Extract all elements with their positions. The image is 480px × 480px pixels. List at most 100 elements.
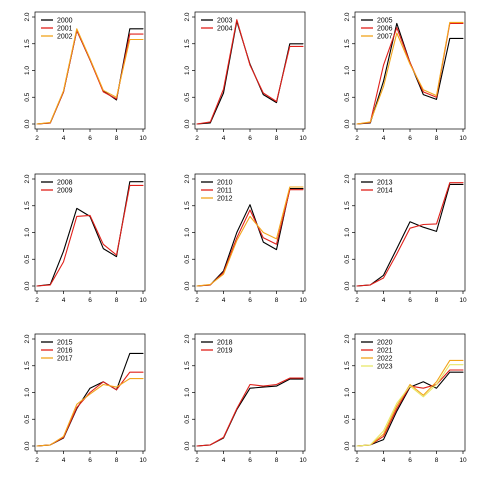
legend-label: 2007 [377,34,393,41]
y-tick-label: 1.5 [184,361,191,370]
series-line-2004 [196,19,304,125]
y-tick-label: 0.5 [184,92,191,101]
x-tick-label: 6 [88,297,92,304]
x-tick-label: 10 [139,297,147,304]
x-tick-label: 6 [248,457,252,464]
y-tick-label: 2.0 [184,334,191,343]
y-tick-label: 1.5 [184,201,191,210]
x-tick-label: 6 [408,457,412,464]
x-tick-label: 8 [115,457,119,464]
y-tick-label: 1.5 [344,361,351,370]
series-line-2018 [196,378,304,447]
x-tick-label: 10 [459,297,467,304]
legend-label: 2021 [377,348,393,355]
y-tick-label: 1.5 [344,201,351,210]
x-tick-label: 4 [382,457,386,464]
x-tick-label: 4 [222,135,226,142]
x-tick-label: 2 [35,135,39,142]
x-tick-label: 6 [248,135,252,142]
y-tick-label: 1.0 [24,66,31,75]
x-tick-label: 10 [299,135,307,142]
series-line-2017 [36,378,144,447]
y-tick-label: 1.0 [344,228,351,237]
series-line-2014 [356,182,464,287]
y-tick-label: 0.0 [344,119,351,128]
y-tick-label: 2.0 [184,12,191,21]
legend-label: 2012 [217,196,233,203]
legend-label: 2023 [377,364,393,371]
legend-label: 2006 [377,26,393,33]
x-tick-label: 2 [195,457,199,464]
series-line-2013 [356,183,464,287]
series-line-2003 [196,20,304,125]
y-tick-label: 0.5 [24,92,31,101]
legend-label: 2000 [57,18,73,25]
y-tick-label: 0.0 [184,441,191,450]
legend-label: 2009 [57,188,73,195]
series-line-2012 [196,186,304,287]
y-tick-label: 0.5 [24,414,31,423]
x-tick-label: 10 [459,135,467,142]
y-tick-label: 0.5 [344,414,351,423]
y-tick-label: 2.0 [184,174,191,183]
x-tick-label: 2 [195,297,199,304]
x-tick-label: 2 [355,135,359,142]
y-tick-label: 1.0 [184,66,191,75]
series-line-2007 [356,21,464,125]
legend-label: 2016 [57,348,73,355]
legend-label: 2013 [377,180,393,187]
series-line-2000 [36,28,144,125]
plot-frame [194,11,306,130]
y-tick-label: 1.5 [344,39,351,48]
x-tick-label: 8 [115,135,119,142]
legend-label: 2022 [377,356,393,363]
y-tick-label: 2.0 [24,12,31,21]
y-tick-label: 2.0 [344,12,351,21]
series-line-2002 [36,28,144,125]
y-tick-label: 2.0 [344,174,351,183]
legend-label: 2019 [217,348,233,355]
series-line-2021 [356,369,464,447]
legend-label: 2001 [57,26,73,33]
plot-frame [354,333,466,452]
legend-label: 2018 [217,340,233,347]
plot-frame [354,173,466,292]
y-tick-label: 1.5 [24,361,31,370]
y-tick-label: 0.0 [24,119,31,128]
series-line-2022 [356,359,464,447]
x-tick-label: 10 [299,297,307,304]
y-tick-label: 0.5 [344,254,351,263]
series-line-2020 [356,371,464,447]
y-tick-label: 1.0 [24,228,31,237]
y-tick-label: 0.5 [344,92,351,101]
series-line-2010 [196,188,304,287]
y-tick-label: 0.0 [184,281,191,290]
y-tick-label: 0.0 [24,441,31,450]
y-tick-label: 1.0 [344,388,351,397]
series-line-2019 [196,377,304,447]
y-tick-label: 0.5 [24,254,31,263]
legend-label: 2017 [57,356,73,363]
x-tick-label: 8 [435,135,439,142]
x-tick-label: 8 [115,297,119,304]
y-tick-label: 2.0 [24,334,31,343]
y-tick-label: 0.0 [24,281,31,290]
legend-label: 2010 [217,180,233,187]
legend-label: 2011 [217,188,232,195]
y-tick-label: 1.0 [184,388,191,397]
y-tick-label: 0.0 [184,119,191,128]
series-line-2016 [36,371,144,447]
x-tick-label: 6 [408,297,412,304]
legend-label: 2020 [377,340,393,347]
series-line-2011 [196,189,304,287]
y-tick-label: 1.0 [24,388,31,397]
x-tick-label: 10 [459,457,467,464]
x-tick-label: 8 [435,297,439,304]
